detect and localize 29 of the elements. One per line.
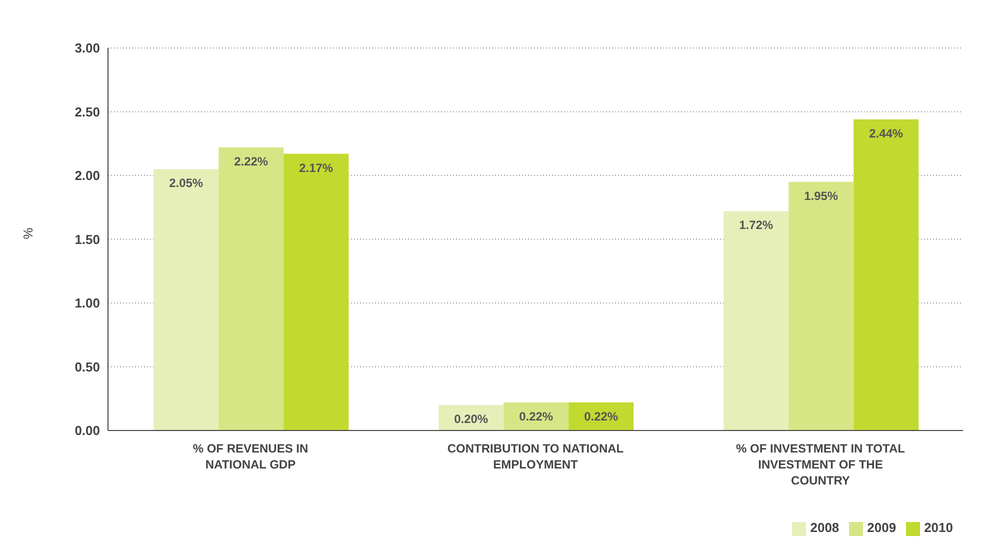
bar <box>788 182 854 430</box>
legend-label: 2010 <box>924 520 953 536</box>
bar <box>218 147 284 430</box>
data-label: 2.22% <box>234 154 268 168</box>
data-label: 2.05% <box>169 176 204 190</box>
legend-label: 2009 <box>867 520 896 536</box>
x-tick-label: % OF REVENUES IN NATIONAL GDP <box>192 441 308 472</box>
y-tick-label: 3.00 <box>74 40 100 56</box>
bar <box>284 154 349 430</box>
y-tick-label: 0.50 <box>74 359 100 374</box>
data-label: 0.20% <box>454 412 488 426</box>
data-label: 0.22% <box>584 409 618 424</box>
data-label: 0.22% <box>519 409 554 424</box>
y-tick-label: 0.00 <box>74 423 100 438</box>
bar <box>724 211 789 430</box>
x-tick-label: CONTRIBUTION TO NATIONAL EMPLOYMENT <box>447 441 624 472</box>
y-tick-label: 1.00 <box>74 296 100 311</box>
bar <box>854 119 919 430</box>
legend-label: 2008 <box>810 520 840 536</box>
data-label: 2.44% <box>869 126 904 140</box>
y-tick-label: 2.50 <box>74 104 100 120</box>
data-label: 1.95% <box>804 188 838 203</box>
y-tick-label: 2.00 <box>74 168 100 184</box>
data-label: 2.17% <box>299 160 334 175</box>
bar <box>154 169 219 430</box>
y-tick-label: 1.50 <box>74 232 100 247</box>
x-tick-label: % OF INVESTMENT IN TOTAL INVESTMENT OF THE COUNTRY <box>736 441 905 488</box>
data-label: 1.72% <box>739 218 774 232</box>
y-axis-title: % <box>20 227 36 240</box>
